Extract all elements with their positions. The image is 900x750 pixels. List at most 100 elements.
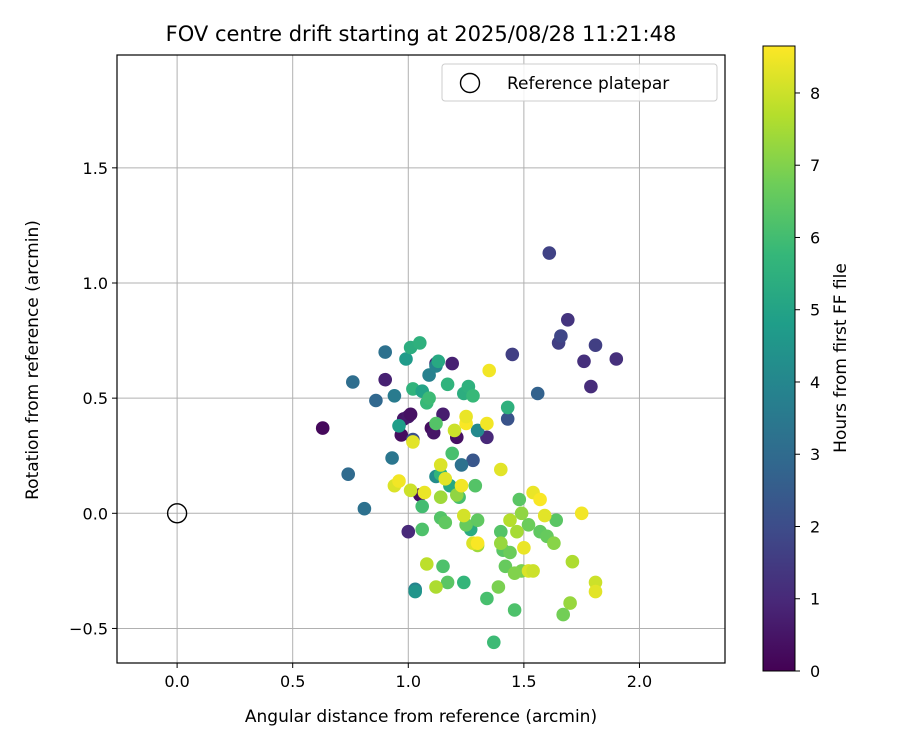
data-point	[494, 524, 508, 539]
data-point	[584, 379, 598, 394]
data-point	[510, 524, 524, 539]
data-point	[459, 409, 473, 424]
data-point	[454, 458, 469, 472]
colorbar-ticks: 0 1 2 3 4 5 6 7 8	[795, 84, 820, 681]
data-point	[346, 375, 360, 389]
data-point	[315, 421, 330, 435]
data-point	[417, 485, 432, 500]
data-point	[533, 492, 547, 507]
x-tick-label: 0.5	[280, 672, 305, 691]
data-point	[420, 557, 434, 571]
data-point	[378, 345, 393, 359]
x-axis-ticks: 0.0 0.5 1.0 1.5 2.0	[164, 663, 652, 691]
x-tick-label: 1.0	[396, 672, 421, 691]
data-point	[491, 580, 506, 594]
y-tick-label: 0.0	[83, 504, 108, 523]
data-point	[454, 478, 469, 493]
data-point	[512, 492, 527, 507]
x-tick-label: 2.0	[627, 672, 652, 691]
data-point	[466, 389, 480, 403]
data-point	[438, 472, 453, 486]
data-point	[500, 412, 515, 426]
data-point	[415, 499, 430, 514]
data-point	[487, 635, 501, 650]
data-point	[403, 483, 418, 498]
data-point	[466, 453, 480, 468]
data-point	[470, 513, 485, 527]
data-point	[341, 467, 356, 482]
y-tick-label: 1.5	[83, 159, 108, 178]
data-point	[577, 354, 591, 369]
data-point	[505, 347, 520, 362]
colorbar-tick-label: 1	[810, 590, 820, 609]
data-point	[399, 352, 413, 366]
data-point	[445, 446, 460, 461]
data-point	[392, 474, 406, 488]
legend-box	[441, 63, 718, 102]
colorbar-label: Hours from first FF file	[831, 263, 851, 453]
data-point	[547, 536, 561, 550]
data-point	[385, 451, 399, 465]
colorbar-tick-label: 7	[810, 156, 820, 175]
x-tick-label: 0.0	[164, 672, 189, 691]
data-point	[507, 603, 522, 617]
data-point	[433, 490, 448, 505]
data-point	[403, 407, 418, 422]
data-point	[542, 246, 557, 260]
data-point	[436, 407, 450, 422]
data-point	[392, 419, 406, 433]
data-point	[588, 338, 603, 353]
data-point	[563, 596, 577, 610]
data-point	[422, 391, 436, 406]
data-point	[429, 416, 443, 431]
data-point	[440, 575, 455, 590]
colorbar-tick-label: 8	[810, 84, 820, 103]
x-tick-label: 1.5	[511, 672, 536, 691]
data-point	[556, 607, 570, 622]
y-tick-label: 1.0	[83, 274, 108, 293]
data-point	[440, 377, 455, 392]
data-point	[468, 478, 483, 493]
data-point	[526, 564, 540, 578]
data-point	[415, 522, 430, 537]
data-point	[517, 541, 531, 555]
data-point	[554, 329, 568, 343]
data-point	[521, 518, 536, 532]
data-point	[433, 458, 448, 472]
reference-platepar-marker	[166, 503, 188, 524]
data-point	[438, 515, 453, 530]
data-point	[406, 435, 420, 449]
y-axis-label: Rotation from reference (arcmin)	[23, 220, 43, 500]
data-point	[609, 352, 624, 366]
y-tick-label: 0.5	[83, 389, 108, 408]
data-point	[357, 501, 372, 516]
data-point	[401, 524, 416, 539]
colorbar-tick-label: 6	[810, 228, 820, 247]
data-point	[447, 423, 462, 438]
data-point	[431, 354, 446, 369]
data-point	[413, 336, 427, 350]
data-point	[514, 506, 529, 521]
data-point	[549, 513, 563, 527]
data-point	[537, 508, 552, 523]
data-point	[503, 545, 517, 560]
data-point	[503, 513, 517, 527]
data-point	[480, 430, 494, 445]
data-point	[436, 559, 450, 574]
data-point	[482, 363, 497, 378]
reference-point	[166, 503, 188, 524]
data-point	[408, 584, 423, 599]
colorbar-tick-label: 5	[810, 301, 820, 320]
data-points	[315, 246, 624, 650]
x-axis-label: Angular distance from reference (arcmin)	[245, 707, 597, 727]
data-point	[369, 393, 383, 408]
colorbar-tick-label: 2	[810, 517, 820, 536]
colorbar-gradient	[762, 45, 796, 672]
colorbar: 0 1 2 3 4 5 6 7 8 Hours from first FF file	[762, 45, 851, 681]
legend-marker-icon	[459, 72, 481, 94]
data-point	[574, 506, 589, 521]
data-point	[429, 580, 443, 594]
colorbar-tick-label: 4	[810, 373, 820, 392]
data-point	[565, 554, 580, 569]
